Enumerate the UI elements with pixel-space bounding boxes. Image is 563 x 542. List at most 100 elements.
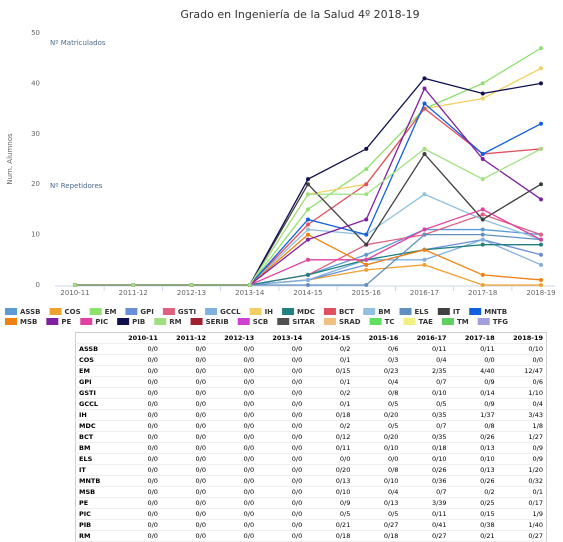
table-cell: 0/7 — [401, 420, 450, 432]
table-cell: 0/5 — [353, 508, 402, 520]
table-cell: 0/0 — [257, 519, 306, 531]
point — [364, 242, 369, 247]
point — [480, 227, 485, 232]
row-label: IT — [75, 464, 113, 476]
chart-title: Grado en Ingeniería de la Salud 4º 2018-… — [180, 8, 419, 21]
legend-label: TAE — [419, 318, 434, 326]
point — [422, 101, 427, 106]
table-cell: 0/0 — [209, 530, 258, 542]
y-tick-label: 20 — [31, 180, 40, 188]
legend-label: SRAD — [339, 318, 361, 326]
table-cell: 0/11 — [449, 343, 498, 355]
table-cell: 0/6 — [497, 376, 547, 388]
x-tick-label: 2016-17 — [410, 289, 439, 297]
table-cell: 0/0 — [209, 420, 258, 432]
table-cell: 0/0 — [160, 387, 210, 399]
annotation: Nº Repetidores — [50, 182, 103, 190]
legend-swatch — [162, 308, 175, 315]
point — [480, 81, 485, 86]
point — [364, 217, 369, 222]
table-cell: 0/0 — [160, 420, 210, 432]
table-container: 2010-11 2011-12 2012-13 2013-14 2014-15 2015-… — [75, 332, 547, 542]
legend-swatch — [399, 308, 412, 315]
table-cell: 0/18 — [401, 442, 450, 454]
table-cell: 0/17 — [497, 497, 547, 509]
table-cell: 2/35 — [401, 365, 450, 377]
legend-label: GSTI — [178, 308, 196, 316]
x-tick-label: 2013-14 — [235, 289, 265, 297]
table-cell: 0/0 — [209, 508, 258, 520]
legend-label: PIC — [95, 318, 108, 326]
table-cell: 0/0 — [209, 431, 258, 443]
row-label: BM — [75, 442, 113, 454]
table-row: COS 0/0 0/0 0/0 0/0 0/1 0/3 0/4 0/0 0/0 — [75, 354, 547, 366]
point — [364, 262, 369, 267]
table-cell: 0/12 — [305, 431, 354, 443]
table-cell: 0/0 — [160, 519, 210, 531]
point — [480, 212, 485, 217]
legend-swatch — [46, 318, 59, 325]
legend-item: BCT — [323, 308, 354, 316]
table-cell: 1/27 — [497, 431, 547, 443]
point — [306, 207, 310, 212]
point — [539, 66, 543, 71]
legend-swatch — [249, 308, 262, 315]
table-cell: 0/1 — [305, 354, 354, 366]
header-cell: 2015-16 — [353, 332, 402, 344]
point — [539, 242, 543, 247]
point — [306, 257, 310, 262]
legend-swatch — [154, 318, 167, 325]
point — [247, 283, 252, 287]
table-cell: 0/0 — [160, 343, 210, 355]
table-cell: 0/15 — [305, 365, 354, 377]
legend-swatch — [117, 318, 130, 325]
table-cell: 0/26 — [449, 475, 498, 487]
table-cell: 0/0 — [257, 387, 306, 399]
table-cell: 0/13 — [353, 497, 402, 509]
table-cell: 0/35 — [401, 409, 450, 421]
legend-label: RM — [169, 318, 181, 326]
table-cell: 0/0 — [160, 431, 210, 443]
table-cell: 0/0 — [160, 464, 210, 476]
point — [480, 272, 485, 277]
table-cell: 3/43 — [497, 409, 547, 421]
legend-swatch — [49, 308, 62, 315]
table-cell: 0/20 — [305, 464, 354, 476]
table-cell: 0/27 — [401, 530, 450, 542]
point — [306, 182, 310, 187]
row-label: PIB — [75, 519, 113, 531]
table-row: GPI 0/0 0/0 0/0 0/0 0/1 0/4 0/7 0/9 0/6 — [75, 376, 547, 388]
table-cell: 0/20 — [353, 431, 402, 443]
point — [422, 262, 427, 267]
table-cell: 0/0 — [112, 376, 161, 388]
legend-item: SRAD — [323, 318, 361, 326]
row-label: GPI — [75, 376, 113, 388]
table-cell: 0/0 — [112, 475, 161, 487]
legend-label: BM — [378, 308, 390, 316]
point — [539, 237, 543, 242]
table-cell: 0/5 — [305, 508, 354, 520]
table-cell: 0/0 — [112, 442, 161, 454]
table-cell: 0/10 — [449, 453, 498, 465]
table-cell: 0/0 — [160, 530, 210, 542]
point — [539, 277, 543, 282]
table-cell: 0/13 — [305, 475, 354, 487]
legend-swatch — [369, 318, 382, 325]
table-cell: 0/2 — [449, 486, 498, 498]
legend-label: PIB — [132, 318, 145, 326]
table-cell: 0/0 — [209, 519, 258, 531]
legend-label: GCCL — [220, 308, 241, 316]
table-cell: 0/2 — [305, 420, 354, 432]
row-label: GSTI — [75, 387, 113, 399]
table-cell: 0/14 — [449, 387, 498, 399]
table-cell: 0/18 — [305, 530, 354, 542]
table-row: ELS 0/0 0/0 0/0 0/0 0/0 0/0 0/10 0/10 0/9 — [75, 453, 547, 465]
table-cell: 0/0 — [257, 420, 306, 432]
row-label: MSB — [75, 486, 113, 498]
point — [364, 182, 369, 187]
legend-label: SCB — [253, 318, 269, 326]
series-line — [75, 67, 542, 286]
table-cell: 0/0 — [257, 486, 306, 498]
header-cell: 2010-11 — [112, 332, 161, 344]
row-label: ASSB — [75, 343, 113, 355]
